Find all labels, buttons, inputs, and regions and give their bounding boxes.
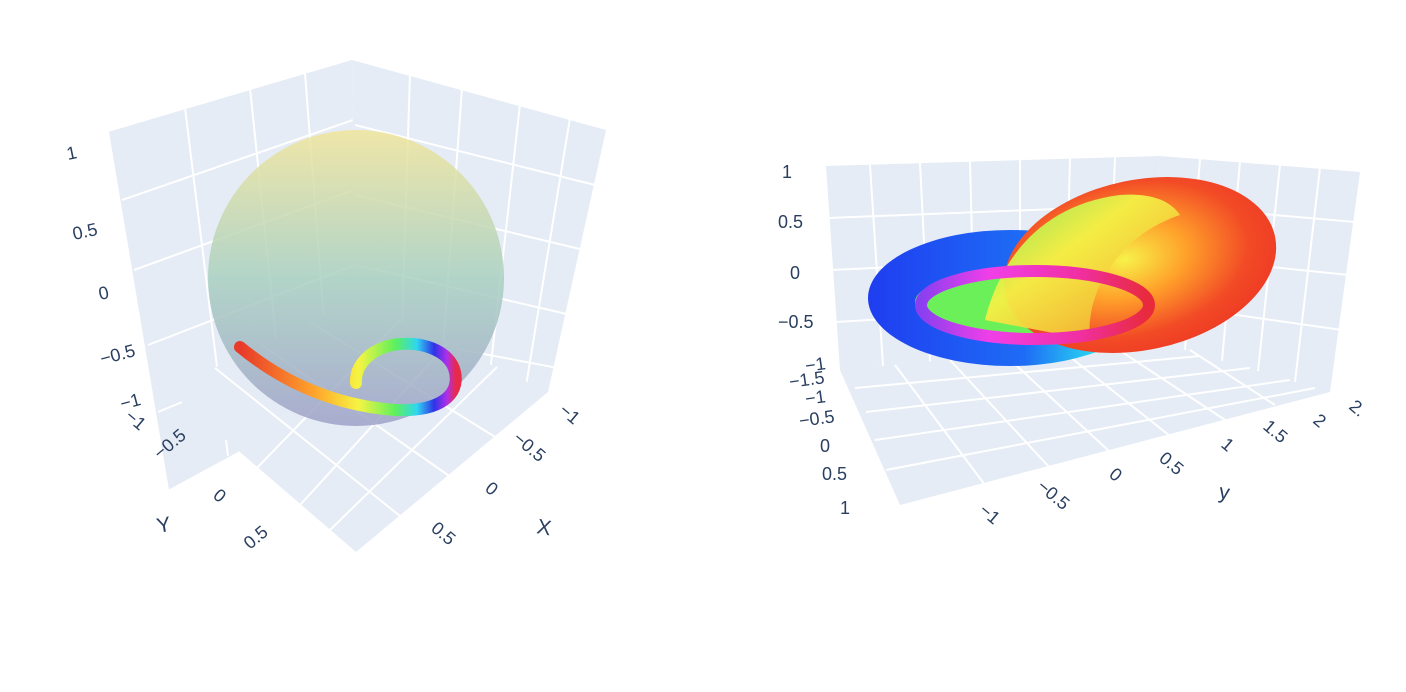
tick-label: 1 bbox=[65, 142, 79, 164]
z-axis-ticks-right: 1 0.5 0 −0.5 −1 bbox=[778, 162, 827, 376]
y-axis-title-right: y bbox=[1217, 480, 1232, 505]
tick-label: 0.5 bbox=[71, 219, 100, 244]
tick-label: 0.5 bbox=[1155, 448, 1187, 479]
tick-label: −0.5 bbox=[798, 406, 836, 431]
pink-ring bbox=[915, 265, 1155, 345]
y-axis-title-left: Y bbox=[155, 513, 173, 538]
tick-label: −1 bbox=[555, 400, 584, 429]
tick-label: −0.5 bbox=[1033, 476, 1073, 514]
tick-label: 0.5 bbox=[822, 464, 847, 484]
tick-label: 0 bbox=[97, 282, 111, 304]
tick-label: 0 bbox=[790, 263, 800, 283]
scene-right[interactable]: 1 0.5 0 −0.5 −1 −1.5 −1 −0.5 0 0.5 1 −1 … bbox=[778, 153, 1370, 528]
grid-pane-floor-right bbox=[840, 340, 1330, 505]
x-axis-title-left: X bbox=[535, 515, 553, 540]
tick-label: 0.5 bbox=[427, 518, 459, 549]
tick-label: −1 bbox=[975, 500, 1004, 529]
tick-label: 1 bbox=[1217, 434, 1238, 456]
tick-label: −0.5 bbox=[778, 312, 814, 332]
tick-label: 1 bbox=[782, 162, 792, 182]
tick-label: 2 bbox=[1309, 410, 1330, 432]
tick-label: 0.5 bbox=[778, 212, 803, 232]
tick-label: −0.5 bbox=[98, 340, 138, 369]
tick-label: 1 bbox=[840, 498, 850, 518]
tick-label: 0.5 bbox=[240, 522, 272, 553]
y-axis-ticks-right: −1.5 −1 −0.5 0 0.5 1 bbox=[788, 367, 850, 518]
tick-label: 0 bbox=[209, 485, 230, 507]
tick-label: 1.5 bbox=[1259, 416, 1291, 447]
tick-label: −1 bbox=[804, 386, 827, 409]
spiral-curve bbox=[234, 337, 462, 417]
tick-label: 2. bbox=[1345, 396, 1369, 421]
tick-label: 0 bbox=[1105, 464, 1126, 486]
scene-left[interactable]: 1 0.5 0 −0.5 −1 −1 −0.5 0 0.5 Y −1 −0.5 … bbox=[65, 60, 606, 553]
red-torus bbox=[985, 177, 1277, 353]
tick-label: −1.5 bbox=[788, 367, 826, 392]
tick-label: 0 bbox=[481, 478, 502, 500]
tick-label: −0.5 bbox=[509, 428, 549, 466]
tick-label: 0 bbox=[820, 436, 830, 456]
tick-label: −1 bbox=[804, 353, 827, 376]
